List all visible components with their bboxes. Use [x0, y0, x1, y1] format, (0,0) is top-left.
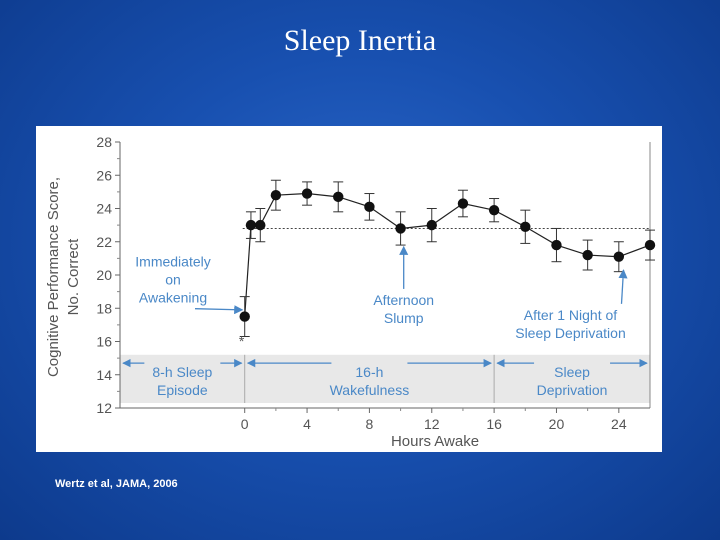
- y-axis-label-line1: Cognitive Performance Score,: [45, 177, 62, 377]
- x-axis-label: Hours Awake: [391, 433, 479, 450]
- band-2-line-1: Deprivation: [537, 382, 608, 398]
- data-point: [551, 239, 562, 251]
- band-0-line-0: 8-h Sleep: [152, 364, 212, 380]
- annotation-0-line-0: Immediately: [135, 254, 210, 270]
- annotation-0-arrow: [194, 305, 244, 315]
- chart-panel: 12 14 16 18 20 22 24 26 28 0 4 8 12 16 20 24 Hours Awake…: [36, 126, 662, 452]
- y-tick-label: 18: [96, 300, 112, 316]
- x-tick-label: 0: [241, 416, 249, 432]
- y-tick-label: 14: [96, 367, 112, 383]
- data-point: [395, 223, 406, 234]
- data-point: [364, 201, 375, 213]
- x-tick-label: 8: [366, 416, 374, 432]
- data-point: [457, 198, 469, 209]
- y-axis-label-line2: No. Correct: [65, 238, 82, 316]
- data-point: [426, 219, 437, 231]
- x-tick-label: 24: [611, 416, 627, 432]
- series-line: [244, 192, 651, 317]
- slide-title: Sleep Inertia: [283, 24, 437, 57]
- y-tick-label: 24: [96, 201, 112, 217]
- band-1-line-1: Wakefulness: [330, 382, 410, 398]
- band-2-line-0: Sleep: [554, 364, 590, 380]
- sleep-inertia-chart: 12 14 16 18 20 22 24 26 28 0 4 8 12 16 20 24 Hours Awake…: [45, 134, 656, 450]
- y-tick-label: 28: [96, 134, 112, 150]
- x-tick-label: 16: [486, 416, 502, 432]
- y-tick-label: 26: [96, 167, 112, 183]
- y-tick-label: 16: [96, 334, 112, 350]
- annotation-0-line-1: on: [165, 272, 181, 288]
- data-point: [239, 311, 250, 322]
- data-point: [270, 190, 282, 201]
- annotation-2-line-0: After 1 Night of: [524, 307, 617, 323]
- annotation-1-line-0: Afternoon: [373, 292, 434, 308]
- annotation-2-arrow: [618, 269, 628, 304]
- phase-band-background: [120, 354, 650, 404]
- x-tick-label: 20: [549, 416, 565, 432]
- data-point: [255, 219, 266, 231]
- data-point: [245, 219, 257, 231]
- data-point: [333, 191, 344, 203]
- data-point: [644, 239, 656, 251]
- significance-asterisk: *: [239, 333, 245, 349]
- x-tick-label: 4: [303, 416, 311, 432]
- data-point: [520, 221, 531, 232]
- data-point: [582, 249, 593, 261]
- annotation-0-line-2: Awakening: [139, 290, 207, 306]
- data-point: [613, 251, 625, 262]
- annotation-2-line-1: Sleep Deprivation: [515, 325, 626, 341]
- band-1-line-0: 16-h: [355, 364, 383, 380]
- x-tick-label: 12: [424, 416, 440, 432]
- citation: Wertz et al, JAMA, 2006: [55, 478, 178, 490]
- y-tick-label: 12: [96, 400, 112, 416]
- y-tick-label: 22: [96, 234, 112, 250]
- y-tick-label: 20: [96, 267, 112, 283]
- annotation-1-line-1: Slump: [384, 310, 424, 326]
- data-point: [301, 188, 313, 199]
- band-0-line-1: Episode: [157, 382, 208, 398]
- data-point: [488, 204, 500, 216]
